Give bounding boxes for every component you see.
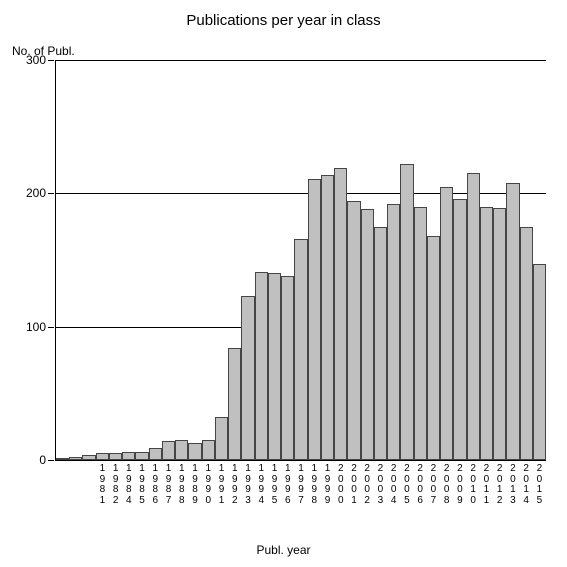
bar bbox=[506, 183, 519, 460]
x-tick-label: 2004 bbox=[390, 464, 398, 506]
bar bbox=[347, 201, 360, 460]
x-tick-label: 1981 bbox=[98, 464, 106, 506]
bar bbox=[361, 209, 374, 460]
bar bbox=[387, 204, 400, 460]
x-tick-label: 1993 bbox=[244, 464, 252, 506]
x-tick-label: 2008 bbox=[443, 464, 451, 506]
bar bbox=[255, 272, 268, 460]
bar bbox=[467, 173, 480, 460]
x-tick-label: 1991 bbox=[218, 464, 226, 506]
y-tick-label: 300 bbox=[26, 53, 46, 67]
x-tick-label: 2002 bbox=[363, 464, 371, 506]
x-tick-label: 1992 bbox=[231, 464, 239, 506]
x-tick-label: 1987 bbox=[165, 464, 173, 506]
chart-container: Publications per year in class No. of Pu… bbox=[0, 0, 567, 567]
chart-title: Publications per year in class bbox=[0, 12, 567, 29]
bar bbox=[241, 296, 254, 460]
bar bbox=[82, 455, 95, 460]
x-tick-label: 2015 bbox=[535, 464, 543, 506]
x-tick-label: 1996 bbox=[284, 464, 292, 506]
x-tick-label: 2012 bbox=[496, 464, 504, 506]
x-axis-label: Publ. year bbox=[0, 543, 567, 557]
y-tick bbox=[48, 327, 54, 328]
y-tick bbox=[48, 193, 54, 194]
bar bbox=[215, 417, 228, 460]
bar bbox=[414, 207, 427, 460]
x-tick-label: 1984 bbox=[125, 464, 133, 506]
bar bbox=[533, 264, 546, 460]
bar bbox=[281, 276, 294, 460]
bar bbox=[175, 440, 188, 460]
x-tick-label: 1990 bbox=[204, 464, 212, 506]
bar bbox=[56, 458, 69, 460]
bar bbox=[453, 199, 466, 460]
x-tick-label: 2011 bbox=[482, 464, 490, 506]
y-tick bbox=[48, 60, 54, 61]
bar bbox=[440, 187, 453, 460]
bar bbox=[520, 227, 533, 460]
x-tick-label: 2003 bbox=[376, 464, 384, 506]
bar bbox=[188, 443, 201, 460]
x-tick-label: 1997 bbox=[297, 464, 305, 506]
x-tick-label: 2000 bbox=[337, 464, 345, 506]
bar bbox=[228, 348, 241, 460]
x-tick-label: 2010 bbox=[469, 464, 477, 506]
bar bbox=[493, 208, 506, 460]
bar bbox=[308, 179, 321, 460]
bar bbox=[122, 452, 135, 460]
y-tick bbox=[48, 460, 54, 461]
bar bbox=[321, 175, 334, 460]
x-tick-label: 2009 bbox=[456, 464, 464, 506]
bar bbox=[427, 236, 440, 460]
bar bbox=[202, 440, 215, 460]
x-tick-label: 1998 bbox=[310, 464, 318, 506]
bar bbox=[96, 453, 109, 460]
y-tick-label: 100 bbox=[26, 320, 46, 334]
bar bbox=[480, 207, 493, 460]
x-tick-label: 2014 bbox=[522, 464, 530, 506]
x-tick-label: 1986 bbox=[151, 464, 159, 506]
gridline bbox=[56, 60, 546, 61]
bar bbox=[334, 168, 347, 460]
x-tick-label: 1999 bbox=[323, 464, 331, 506]
bar bbox=[268, 273, 281, 460]
bar bbox=[374, 227, 387, 460]
x-tick-label: 1982 bbox=[112, 464, 120, 506]
x-tick-label: 1989 bbox=[191, 464, 199, 506]
bar bbox=[69, 457, 82, 460]
bar bbox=[149, 448, 162, 460]
x-tick-label: 2007 bbox=[429, 464, 437, 506]
x-tick-label: 2006 bbox=[416, 464, 424, 506]
x-tick-label: 1995 bbox=[271, 464, 279, 506]
bar bbox=[162, 441, 175, 460]
x-tick-label: 1994 bbox=[257, 464, 265, 506]
x-tick-label: 2013 bbox=[509, 464, 517, 506]
bar bbox=[400, 164, 413, 460]
x-tick-label: 1988 bbox=[178, 464, 186, 506]
plot-area: 0100200300198119821984198519861987198819… bbox=[55, 60, 546, 461]
x-tick-label: 2001 bbox=[350, 464, 358, 506]
bar bbox=[294, 239, 307, 460]
bar bbox=[135, 452, 148, 460]
bar bbox=[109, 453, 122, 460]
x-tick-label: 2005 bbox=[403, 464, 411, 506]
y-tick-label: 200 bbox=[26, 186, 46, 200]
x-tick-label: 1985 bbox=[138, 464, 146, 506]
y-tick-label: 0 bbox=[39, 453, 46, 467]
